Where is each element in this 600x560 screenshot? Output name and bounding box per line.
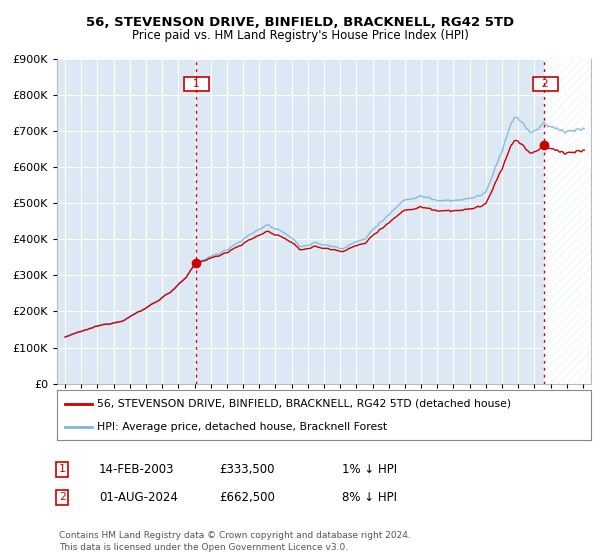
Text: 2: 2 <box>59 492 65 502</box>
Text: 1: 1 <box>187 79 206 89</box>
Text: £333,500: £333,500 <box>219 463 275 476</box>
Bar <box>544 59 591 384</box>
Text: 2: 2 <box>535 79 556 89</box>
Text: 1% ↓ HPI: 1% ↓ HPI <box>342 463 397 476</box>
Text: 1: 1 <box>59 464 65 474</box>
Text: 56, STEVENSON DRIVE, BINFIELD, BRACKNELL, RG42 5TD: 56, STEVENSON DRIVE, BINFIELD, BRACKNELL… <box>86 16 514 29</box>
Bar <box>544 59 591 384</box>
Text: 56, STEVENSON DRIVE, BINFIELD, BRACKNELL, RG42 5TD (detached house): 56, STEVENSON DRIVE, BINFIELD, BRACKNELL… <box>97 399 511 409</box>
Text: HPI: Average price, detached house, Bracknell Forest: HPI: Average price, detached house, Brac… <box>97 422 387 432</box>
Text: Price paid vs. HM Land Registry's House Price Index (HPI): Price paid vs. HM Land Registry's House … <box>131 29 469 42</box>
Text: £662,500: £662,500 <box>219 491 275 504</box>
Text: 14-FEB-2003: 14-FEB-2003 <box>99 463 175 476</box>
Bar <box>544 59 591 384</box>
Text: Contains HM Land Registry data © Crown copyright and database right 2024.
This d: Contains HM Land Registry data © Crown c… <box>59 531 410 552</box>
Text: 8% ↓ HPI: 8% ↓ HPI <box>342 491 397 504</box>
Text: 01-AUG-2024: 01-AUG-2024 <box>99 491 178 504</box>
